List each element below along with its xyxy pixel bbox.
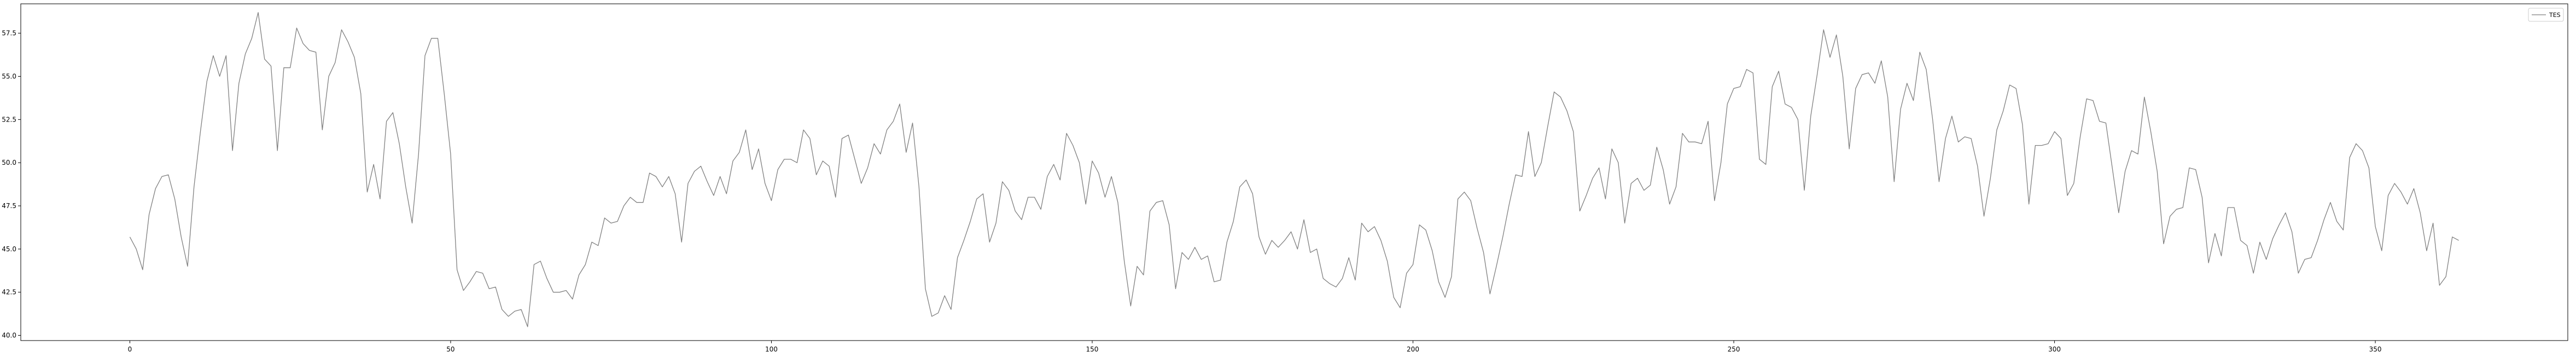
y-tick-label: 57.5 bbox=[2, 30, 16, 37]
x-tick-label: 0 bbox=[128, 345, 132, 353]
x-tick-label: 100 bbox=[765, 345, 778, 353]
y-tick-label: 47.5 bbox=[2, 202, 16, 210]
plot-frame bbox=[20, 3, 2568, 341]
x-tick-label: 200 bbox=[1407, 345, 1419, 353]
y-tick-label: 40.0 bbox=[2, 332, 16, 339]
legend-label: TES bbox=[2549, 11, 2561, 19]
x-tick-label: 300 bbox=[2048, 345, 2061, 353]
x-tick-label: 250 bbox=[1728, 345, 1740, 353]
y-tick-label: 55.0 bbox=[2, 72, 16, 80]
x-tick-label: 350 bbox=[2369, 345, 2382, 353]
x-tick-label: 150 bbox=[1086, 345, 1099, 353]
x-tick-label: 50 bbox=[446, 345, 454, 353]
y-tick-label: 50.0 bbox=[2, 159, 16, 166]
series-layer bbox=[129, 12, 2459, 327]
x-axis: 0 50 100 150 200 250 300 350 bbox=[128, 341, 2382, 353]
y-tick-label: 45.0 bbox=[2, 245, 16, 253]
y-axis: 40.0 42.5 45.0 47.5 50.0 52.5 55.0 57.5 bbox=[2, 30, 21, 339]
legend: TES bbox=[2528, 8, 2564, 22]
series-line-tes bbox=[129, 12, 2459, 327]
y-tick-label: 42.5 bbox=[2, 289, 16, 296]
y-tick-label: 52.5 bbox=[2, 116, 16, 123]
